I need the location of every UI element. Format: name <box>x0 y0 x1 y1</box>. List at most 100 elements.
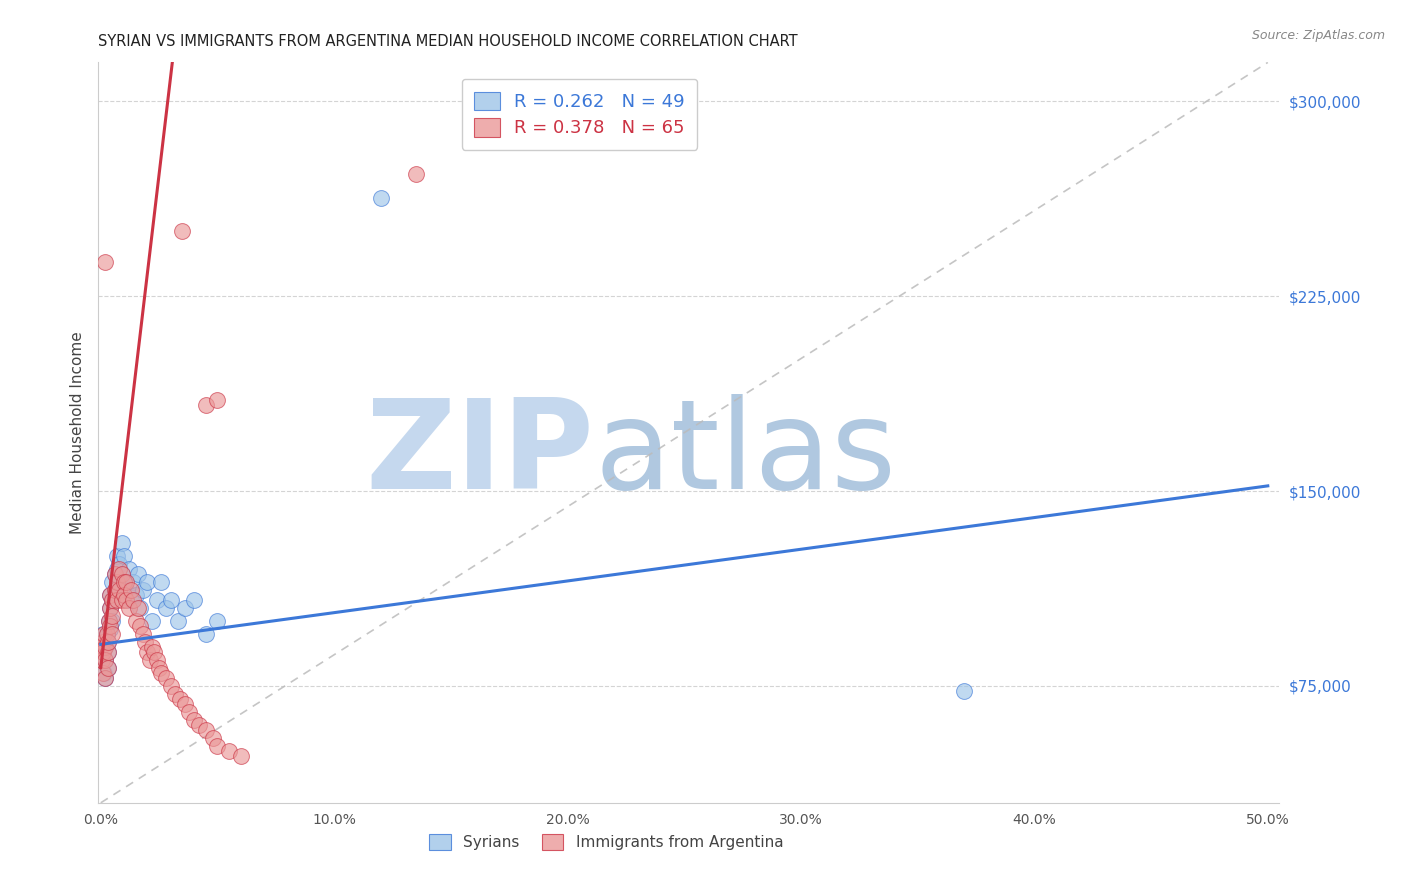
Point <box>105 574 128 589</box>
Point <box>136 645 159 659</box>
Point <box>108 582 131 597</box>
Point <box>134 634 156 648</box>
Point <box>91 627 114 641</box>
Point <box>139 653 162 667</box>
Point <box>132 627 155 641</box>
Point <box>101 627 124 641</box>
Point <box>94 671 117 685</box>
Point <box>105 562 128 576</box>
Text: SYRIAN VS IMMIGRANTS FROM ARGENTINA MEDIAN HOUSEHOLD INCOME CORRELATION CHART: SYRIAN VS IMMIGRANTS FROM ARGENTINA MEDI… <box>98 34 799 49</box>
Text: ZIP: ZIP <box>366 394 595 516</box>
Point <box>159 593 181 607</box>
Point <box>104 567 127 582</box>
Point <box>112 574 135 589</box>
Point <box>150 574 173 589</box>
Point <box>97 645 120 659</box>
Point <box>125 588 148 602</box>
Point <box>165 687 187 701</box>
Point <box>98 622 121 636</box>
Point <box>173 601 195 615</box>
Point <box>120 593 142 607</box>
Point <box>159 679 181 693</box>
Point <box>183 713 205 727</box>
Point <box>111 593 134 607</box>
Point <box>101 574 124 589</box>
Y-axis label: Median Household Income: Median Household Income <box>69 331 84 534</box>
Point <box>91 665 114 680</box>
Point <box>111 567 134 582</box>
Point <box>97 645 120 659</box>
Point <box>91 645 114 659</box>
Point <box>122 593 145 607</box>
Point <box>91 645 114 659</box>
Legend: Syrians, Immigrants from Argentina: Syrians, Immigrants from Argentina <box>422 827 792 858</box>
Point <box>94 671 117 685</box>
Point <box>101 614 124 628</box>
Point <box>98 619 121 633</box>
Point <box>118 601 141 615</box>
Point <box>105 593 128 607</box>
Point <box>132 582 155 597</box>
Point <box>120 582 142 597</box>
Point <box>97 661 120 675</box>
Point <box>101 608 124 623</box>
Point <box>108 574 131 589</box>
Point <box>97 614 120 628</box>
Point <box>194 723 217 737</box>
Point <box>173 697 195 711</box>
Point <box>112 588 135 602</box>
Point <box>218 744 240 758</box>
Point <box>155 671 177 685</box>
Point <box>104 582 127 597</box>
Point <box>94 640 117 654</box>
Point <box>141 640 163 654</box>
Point <box>93 627 115 641</box>
Point <box>94 255 117 269</box>
Point <box>96 627 118 641</box>
Point <box>187 718 209 732</box>
Point <box>172 224 194 238</box>
Point <box>104 582 127 597</box>
Point <box>194 398 217 412</box>
Point <box>97 661 120 675</box>
Point <box>98 588 121 602</box>
Point <box>201 731 224 745</box>
Point <box>115 593 138 607</box>
Point <box>96 627 118 641</box>
Text: Source: ZipAtlas.com: Source: ZipAtlas.com <box>1251 29 1385 42</box>
Point <box>97 614 120 628</box>
Point <box>101 593 124 607</box>
Point <box>166 614 188 628</box>
Point <box>405 167 427 181</box>
Point <box>98 601 121 615</box>
Point <box>155 601 177 615</box>
Point <box>105 549 128 563</box>
Point <box>101 593 124 607</box>
Point <box>112 574 135 589</box>
Point <box>98 588 121 602</box>
Point <box>108 562 131 576</box>
Point <box>148 661 170 675</box>
Point <box>90 634 112 648</box>
Point <box>169 692 191 706</box>
Point <box>370 190 392 204</box>
Point <box>129 601 152 615</box>
Point <box>141 614 163 628</box>
Point <box>98 601 121 615</box>
Point <box>183 593 205 607</box>
Point <box>90 653 112 667</box>
Point <box>111 567 134 582</box>
Point <box>111 536 134 550</box>
Point <box>94 653 117 667</box>
Point <box>136 574 159 589</box>
Point <box>194 627 217 641</box>
Point <box>207 614 229 628</box>
Point <box>115 582 138 597</box>
Point <box>125 614 148 628</box>
Point <box>179 705 201 719</box>
Point <box>93 665 115 680</box>
Point <box>94 653 117 667</box>
Point <box>90 640 112 654</box>
Point <box>115 574 138 589</box>
Point <box>207 739 229 753</box>
